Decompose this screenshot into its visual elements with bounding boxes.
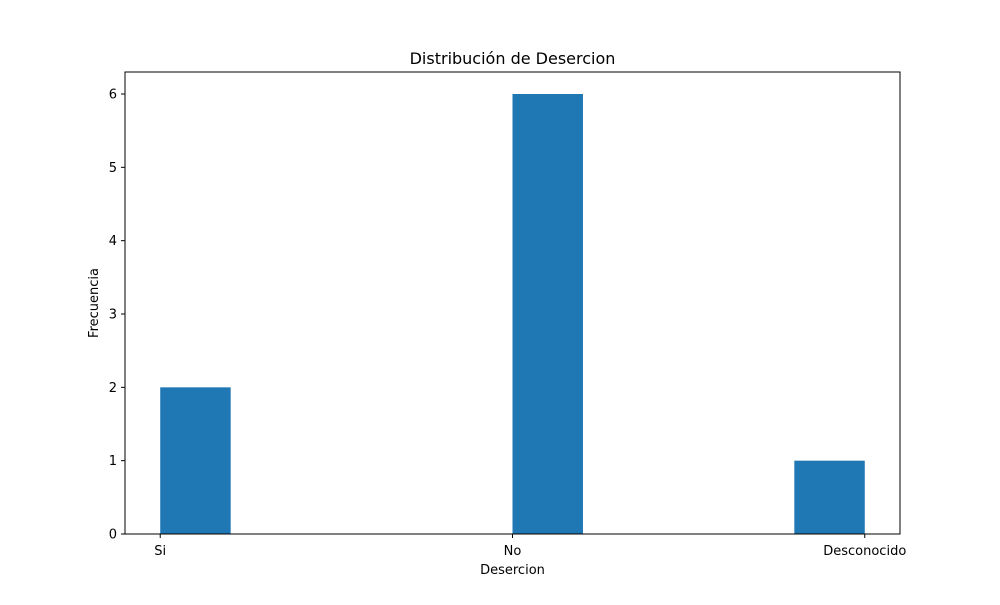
x-axis: Si No Desconocido: [154, 534, 906, 559]
y-axis-label: Frecuencia: [87, 268, 102, 338]
y-tick-label: 2: [109, 381, 117, 396]
y-tick-label: 4: [109, 234, 117, 249]
y-tick-label: 3: [109, 308, 117, 323]
y-tick-label: 5: [109, 161, 117, 176]
bar-desconocido: [794, 460, 865, 534]
x-tick-label: Desconocido: [823, 544, 906, 559]
y-tick-label: 6: [109, 88, 117, 103]
x-tick-label: Si: [154, 544, 166, 559]
x-tick-label: No: [504, 544, 522, 559]
y-tick-label: 1: [109, 454, 117, 469]
bar-si: [160, 387, 231, 534]
bars-group: [160, 94, 865, 534]
bar-no: [512, 94, 583, 534]
y-tick-label: 0: [109, 528, 117, 543]
chart-title: Distribución de Desercion: [410, 49, 616, 68]
x-axis-label: Desercion: [480, 563, 545, 578]
y-axis: 0 1 2 3 4 5 6: [109, 88, 125, 543]
